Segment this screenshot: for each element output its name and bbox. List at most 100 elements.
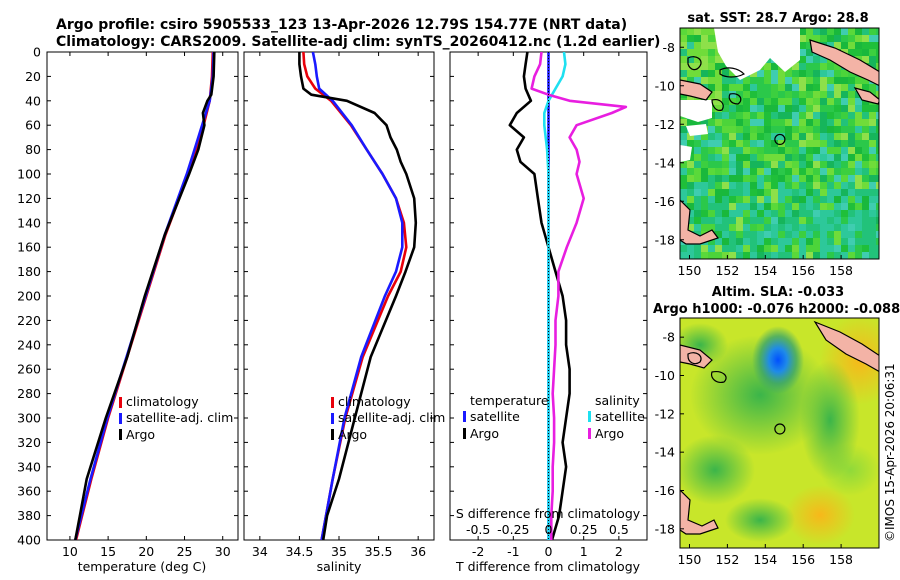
sst-cell <box>820 217 827 224</box>
sst-cell <box>743 147 750 154</box>
legend-title-temperature: temperature <box>470 393 549 408</box>
sst-cell <box>841 42 848 49</box>
sst-cell <box>771 217 778 224</box>
sst-cell <box>736 245 743 252</box>
sst-cell <box>876 105 879 112</box>
sst-cell <box>862 154 869 161</box>
sst-cell <box>862 161 869 168</box>
sst-cell <box>834 98 841 105</box>
sst-cell <box>834 84 841 91</box>
sst-cell <box>785 133 792 140</box>
sst-cell <box>729 133 736 140</box>
sst-cell <box>694 119 701 126</box>
sst-cell <box>785 252 792 259</box>
sst-cell <box>841 224 848 231</box>
sst-cell <box>827 161 834 168</box>
sst-cell <box>855 28 862 35</box>
sst-cell <box>743 189 750 196</box>
sst-cell <box>827 105 834 112</box>
difference-depth-ticks <box>450 51 647 541</box>
sst-cell <box>743 168 750 175</box>
y-tick-label: 240 <box>17 337 41 352</box>
sst-cell <box>820 91 827 98</box>
sst-cell <box>715 168 722 175</box>
legend-label-satellite: satellite-adj. clim <box>126 410 233 425</box>
sst-cell <box>715 126 722 133</box>
sst-cell <box>757 126 764 133</box>
sst-cell <box>848 35 855 42</box>
sst-cell <box>708 42 715 49</box>
sst-cell <box>841 105 848 112</box>
temperature-panel: 0 20 40 60 80 100 120 140 160 180 200 220 240 260 280 3… <box>17 45 239 574</box>
sst-cell <box>869 161 876 168</box>
sst-cell <box>757 224 764 231</box>
sst-cell <box>694 168 701 175</box>
sst-cell <box>778 175 785 182</box>
sst-cell <box>848 175 855 182</box>
sst-cell <box>827 119 834 126</box>
sst-cell <box>708 126 715 133</box>
sst-cell <box>806 112 813 119</box>
sst-cell <box>806 63 813 70</box>
sst-cell <box>708 84 715 91</box>
sst-cell <box>869 112 876 119</box>
sst-cell <box>771 70 778 77</box>
sst-cell <box>876 175 879 182</box>
sst-land-solomon <box>809 39 879 87</box>
sst-land-island <box>853 87 879 105</box>
salinity-diff-legend: salinity satellite Argo <box>588 393 645 441</box>
sst-cell <box>715 224 722 231</box>
legend-swatch-argo <box>119 429 122 440</box>
sst-cell <box>750 140 757 147</box>
sst-island-outline <box>711 99 724 111</box>
sst-cell <box>750 77 757 84</box>
sst-heatmap <box>680 28 879 259</box>
sst-cell <box>862 77 869 84</box>
sst-cell <box>757 91 764 98</box>
sst-cell <box>827 35 834 42</box>
figure-title-line2: Climatology: CARS2009. Satellite-adj cli… <box>56 34 660 50</box>
sst-cell <box>750 161 757 168</box>
sst-cell <box>855 77 862 84</box>
sst-cell <box>701 154 708 161</box>
sst-cell <box>820 175 827 182</box>
sst-cell <box>785 77 792 84</box>
sst-cell <box>806 210 813 217</box>
sst-cell <box>687 56 694 63</box>
sst-cell <box>813 238 820 245</box>
sst-cell <box>785 217 792 224</box>
sst-cell <box>806 91 813 98</box>
sst-cell <box>708 252 715 259</box>
sst-cell <box>806 105 813 112</box>
sst-cell <box>855 147 862 154</box>
sst-cell <box>869 168 876 175</box>
sst-cell <box>841 112 848 119</box>
sst-cell <box>827 84 834 91</box>
map-x-tick-label: 150 <box>678 552 702 567</box>
legend-label-argo: Argo <box>126 427 155 442</box>
sst-cell <box>827 91 834 98</box>
sst-cell <box>799 77 806 84</box>
sst-cell <box>785 231 792 238</box>
sst-cell <box>771 252 778 259</box>
sst-cell <box>869 210 876 217</box>
sst-cell <box>792 231 799 238</box>
map-y-tick-label: -10 <box>655 368 675 383</box>
sst-cell <box>729 196 736 203</box>
sst-cell <box>743 91 750 98</box>
sst-cell <box>813 105 820 112</box>
sst-cell <box>687 140 694 147</box>
sst-cell <box>876 28 879 35</box>
sst-cell <box>799 231 806 238</box>
sst-cell <box>750 154 757 161</box>
sst-cell <box>834 147 841 154</box>
sst-cell <box>841 133 848 140</box>
sst-cell <box>876 133 879 140</box>
sst-cell <box>729 126 736 133</box>
sst-cell <box>750 70 757 77</box>
legend-swatch-s-argo <box>588 428 591 439</box>
sst-cell <box>687 119 694 126</box>
sst-cell <box>799 210 806 217</box>
sst-cell <box>785 105 792 112</box>
